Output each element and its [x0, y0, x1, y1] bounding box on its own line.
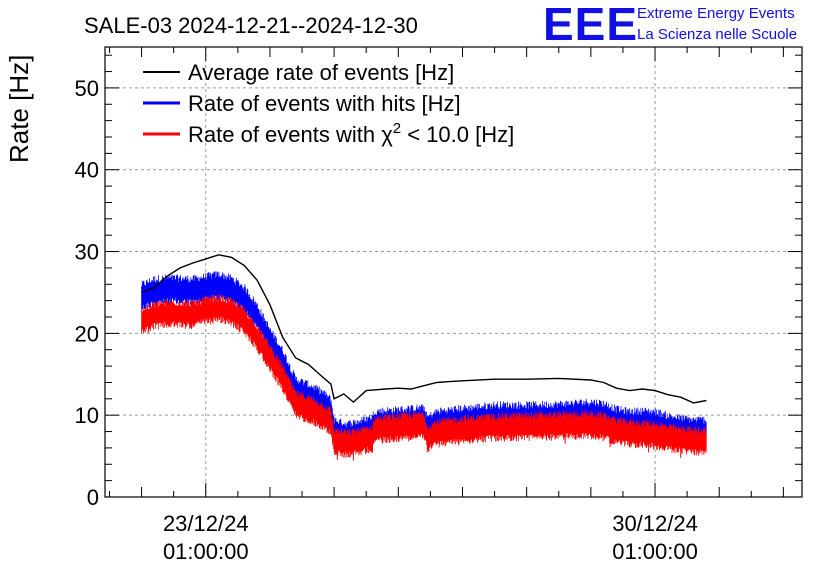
grid-lines — [105, 47, 802, 497]
legend-chi2-tail: < 10.0 [Hz] — [401, 122, 514, 147]
xtick-label-date: 23/12/24 — [163, 511, 249, 536]
x-tick-labels: 23/12/24 01:00:00 30/12/24 01:00:00 — [163, 511, 698, 564]
eee-logo-mark: EEE — [543, 0, 638, 50]
series-chi2-band — [141, 294, 707, 458]
legend-label-average: Average rate of events [Hz] — [188, 60, 454, 85]
ytick-label: 30 — [75, 240, 99, 265]
ytick-label: 20 — [75, 321, 99, 346]
y-axis-title: Rate [Hz] — [4, 55, 34, 163]
legend-label-chi2: Rate of events with χ2 < 10.0 [Hz] — [188, 120, 514, 147]
ytick-label: 0 — [87, 485, 99, 510]
eee-logo: EEE Extreme Energy Events La Scienza nel… — [543, 0, 797, 50]
xtick-label-date: 30/12/24 — [612, 511, 698, 536]
eee-logo-line1: Extreme Energy Events — [637, 5, 795, 22]
legend-chi2-sup: 2 — [393, 120, 401, 137]
y-tick-labels: 0 10 20 30 40 50 — [75, 76, 99, 510]
legend-chi2-main: Rate of events with χ — [188, 122, 393, 147]
xtick-label-time: 01:00:00 — [163, 539, 249, 564]
axis-ticks — [105, 47, 802, 498]
plot-frame — [104, 46, 803, 498]
ytick-label: 50 — [75, 76, 99, 101]
legend-label-hits: Rate of events with hits [Hz] — [188, 91, 461, 116]
xtick-label-time: 01:00:00 — [612, 539, 698, 564]
ytick-label: 10 — [75, 403, 99, 428]
data-series — [141, 254, 707, 461]
chart-title: SALE-03 2024-12-21--2024-12-30 — [84, 13, 418, 38]
eee-logo-line2: La Scienza nelle Scuole — [637, 26, 797, 43]
legend: Average rate of events [Hz] Rate of even… — [143, 60, 514, 147]
series-chi2-line — [141, 308, 707, 445]
ytick-label: 40 — [75, 158, 99, 183]
series-average-line — [141, 254, 707, 404]
